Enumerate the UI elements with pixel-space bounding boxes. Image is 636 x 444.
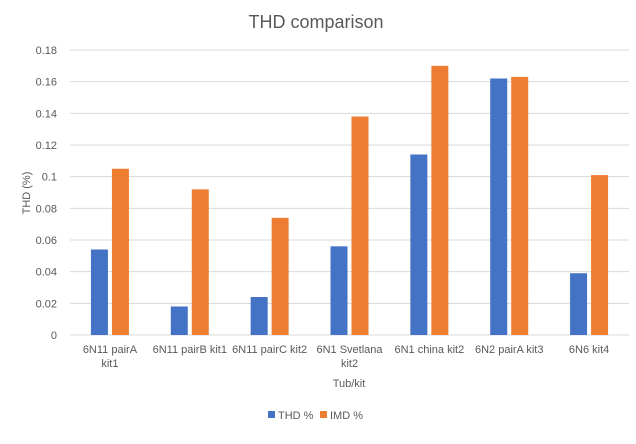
y-tick-label: 0.12 (36, 140, 57, 152)
bar-thd-2 (250, 297, 268, 335)
y-tick-label: 0.1 (42, 172, 57, 184)
bar-thd-4 (410, 154, 428, 335)
bar-imd-3 (351, 116, 369, 335)
legend: THD % IMD % (268, 410, 363, 422)
x-tick-label: 6N11 pairB kit1 (153, 344, 227, 356)
legend-swatch-thd (268, 411, 275, 418)
bar-thd-1 (170, 306, 188, 335)
legend-swatch-imd (320, 411, 327, 418)
bar-thd-0 (90, 249, 108, 335)
bar-imd-6 (591, 175, 609, 335)
x-tick-label: 6N2 pairA kit3 (475, 344, 543, 356)
x-tick-label: 6N1 Svetlana (316, 344, 383, 356)
y-tick-label: 0.02 (36, 298, 57, 310)
bar-imd-1 (191, 189, 209, 335)
x-tick-label: 6N11 pairC kit2 (232, 344, 307, 356)
y-tick-label: 0.16 (36, 77, 57, 89)
x-tick-label: 6N1 china kit2 (394, 344, 464, 356)
gridlines (70, 49, 629, 336)
y-axis-ticks: 0 0.02 0.04 0.06 0.08 0.1 0.12 0.14 0.16 0.18 (36, 45, 57, 342)
x-tick-label: kit2 (341, 358, 358, 370)
chart-title: THD comparison (248, 12, 383, 32)
y-axis-title: THD (%) (21, 172, 33, 215)
legend-label-thd: THD % (278, 410, 314, 422)
legend-label-imd: IMD % (330, 410, 363, 422)
bar-thd-6 (570, 273, 588, 335)
bars (90, 65, 609, 336)
y-tick-label: 0.14 (36, 108, 57, 120)
x-axis-ticks: 6N11 pairA kit1 6N11 pairB kit1 6N11 pairC … (83, 344, 609, 370)
bar-imd-0 (111, 168, 129, 335)
x-tick-label: 6N6 kit4 (569, 344, 609, 356)
bar-imd-2 (271, 217, 289, 335)
y-tick-label: 0.06 (36, 235, 57, 247)
y-tick-label: 0 (51, 330, 57, 342)
x-tick-label: 6N11 pairA (83, 344, 138, 356)
y-tick-label: 0.08 (36, 203, 57, 215)
y-tick-label: 0.04 (36, 267, 57, 279)
y-tick-label: 0.18 (36, 45, 57, 57)
bar-imd-5 (511, 76, 529, 336)
bar-imd-4 (431, 65, 449, 335)
bar-thd-3 (330, 246, 348, 335)
bar-thd-5 (490, 78, 508, 335)
x-tick-label: kit1 (101, 358, 118, 370)
x-axis-title: Tub/kit (333, 378, 366, 390)
